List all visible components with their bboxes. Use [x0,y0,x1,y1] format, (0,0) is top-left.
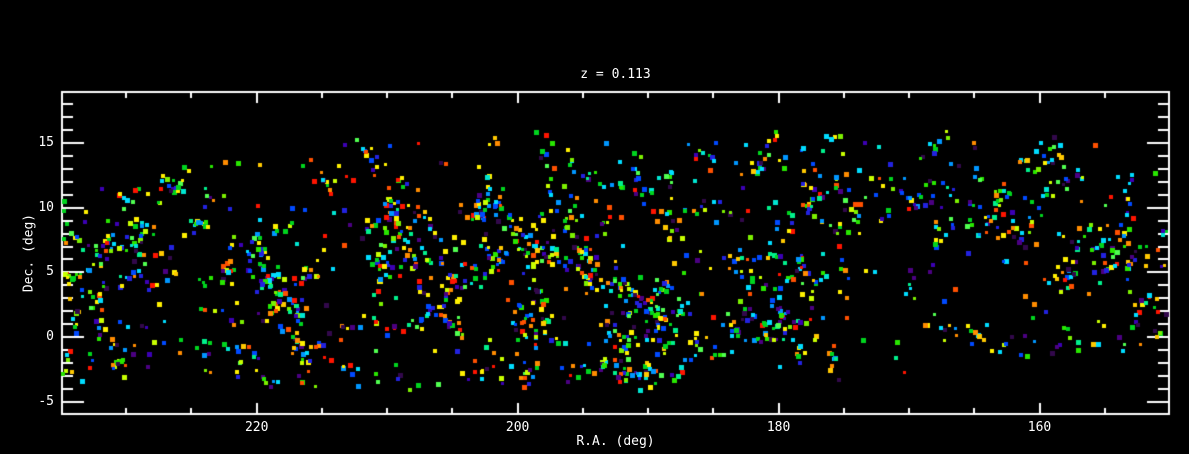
x-tick-label: 200 [505,420,530,435]
y-tick-label: -5 [38,394,54,410]
y-tick-label: 0 [46,329,54,345]
x-axis-label: R.A. (deg) [576,434,655,449]
x-tick-label: 220 [244,420,269,435]
plot-title: z = 0.113 [580,67,651,82]
x-tick-label: 180 [766,420,791,435]
y-tick-label: 5 [46,264,54,280]
x-tick-label: 160 [1027,420,1052,435]
y-tick-label: 15 [38,134,54,150]
y-axis-label: Dec. (deg) [21,213,37,293]
y-tick-label: 10 [38,199,54,215]
